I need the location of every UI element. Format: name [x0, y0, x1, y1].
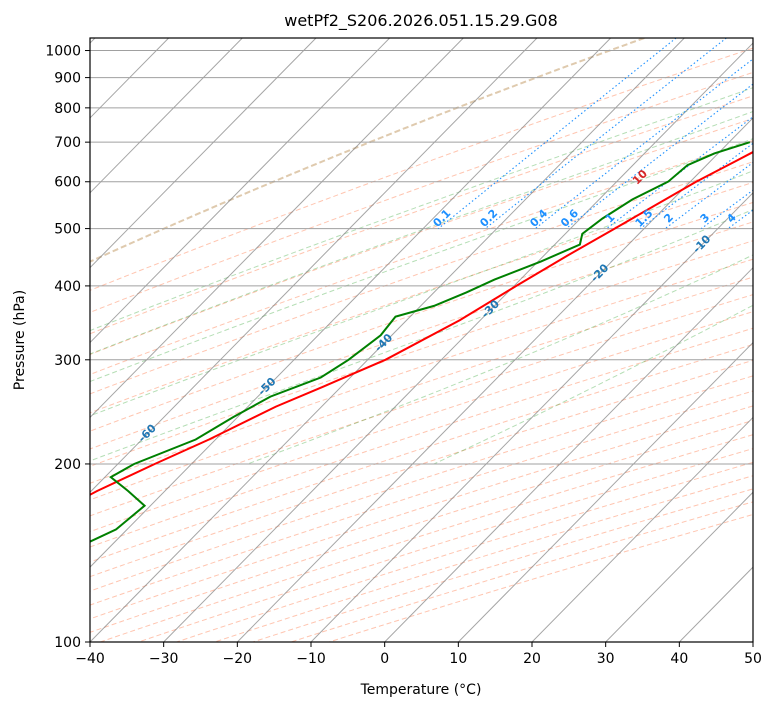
x-tick-label: −20 — [223, 651, 253, 667]
mixing-ratio-label: 2 — [661, 211, 676, 226]
mixing-ratio-label: 0.1 — [430, 207, 453, 230]
y-tick-label: 800 — [54, 101, 81, 117]
y-tick-label: 600 — [54, 175, 81, 191]
y-tick-label: 700 — [54, 135, 81, 151]
mixing-ratio-lines — [437, 38, 775, 230]
isotherm-line — [90, 38, 243, 194]
x-tick-label: 30 — [597, 651, 615, 667]
dry-adiabat-line — [138, 448, 753, 642]
x-tick-label: 40 — [670, 651, 688, 667]
isotherm-line — [531, 416, 753, 642]
mixing-ratio-line — [640, 142, 753, 230]
isotherm-label: -70 — [1, 483, 24, 507]
x-tick-label: 10 — [449, 651, 467, 667]
dry-adiabat-line — [290, 501, 753, 642]
y-tick-label: 300 — [54, 353, 81, 369]
x-tick-label: −30 — [149, 651, 179, 667]
x-axis-label: Temperature (°C) — [360, 682, 482, 698]
moist-adiabat-line — [90, 38, 645, 263]
moist-adiabat-line — [90, 110, 753, 355]
profile-series — [90, 141, 753, 543]
moist-adiabat-line — [247, 254, 753, 465]
isotherm-line — [90, 38, 464, 419]
dry-adiabat-line — [100, 434, 753, 642]
moist-adiabats — [90, 38, 753, 465]
dry-adiabat-line — [90, 47, 753, 291]
isotherm-line — [310, 192, 753, 642]
y-tick-label: 500 — [54, 222, 81, 238]
x-tick-label: −10 — [296, 651, 326, 667]
isotherm-line — [90, 38, 612, 568]
dry-adiabat-line — [90, 71, 753, 313]
moist-adiabat-line — [90, 138, 753, 383]
x-tick-label: −40 — [75, 651, 105, 667]
moist-adiabat-line — [90, 87, 753, 332]
dry-adiabat-line — [90, 327, 753, 548]
mixing-ratio-line — [437, 38, 677, 230]
dry-adiabat-line — [328, 513, 753, 642]
x-tick-label: 0 — [380, 651, 389, 667]
y-tick-label: 1000 — [45, 44, 81, 60]
plot-area: -100-90-80-70-60-50-40-30-20-1000.10.20.… — [1, 38, 775, 642]
isotherm-line — [90, 38, 538, 493]
mixing-ratio-line — [727, 209, 753, 230]
mixing-ratio-label: 1.5 — [633, 207, 656, 230]
mixing-ratio-label: 3 — [698, 211, 713, 226]
dry-adiabat-line — [90, 161, 753, 395]
dry-adiabat-line — [90, 258, 753, 484]
isotherm-line — [90, 38, 317, 269]
mixing-ratio-line — [565, 83, 753, 230]
dry-adiabat-line — [252, 488, 753, 642]
dry-adiabat-line — [90, 201, 753, 432]
mixing-ratio-label: 0.4 — [527, 207, 550, 230]
moist-adiabat-line — [90, 170, 753, 417]
isobars — [90, 50, 753, 642]
dry-adiabat-line — [90, 240, 753, 467]
moist-adiabat-line — [433, 304, 753, 465]
mixing-ratio-line — [767, 38, 775, 229]
dry-adiabat-line — [90, 117, 753, 355]
dry-adiabat-line — [176, 461, 753, 642]
mixing-ratio-label: 6 — [763, 211, 775, 226]
dry-adiabat-line — [90, 359, 753, 578]
isotherm-line — [384, 266, 753, 642]
isotherm-line — [457, 341, 753, 642]
mixing-ratio-line — [484, 38, 727, 230]
x-axis-ticks: −40 −30 −20 −10 0 10 20 30 40 50 — [75, 642, 762, 667]
dry-adiabat-label: 10 — [630, 167, 650, 187]
chart-title: wetPf2_S206.2026.051.15.29.G08 — [284, 11, 558, 31]
x-tick-label: 20 — [523, 651, 541, 667]
y-tick-label: 400 — [54, 279, 81, 295]
dry-adiabat-line — [90, 375, 753, 592]
mixing-ratio-label: 0.6 — [558, 207, 581, 230]
moist-adiabat-line — [90, 208, 753, 462]
isotherm-line — [678, 566, 753, 642]
isotherm-line — [236, 117, 753, 642]
isotherm-line — [90, 38, 685, 642]
mixing-ratio-label: 4 — [724, 211, 739, 226]
y-tick-label: 100 — [54, 635, 81, 651]
isotherm-line — [163, 42, 753, 642]
mixing-ratio-line — [664, 161, 753, 230]
isotherm-line — [752, 641, 753, 642]
mixing-ratio-line — [534, 58, 753, 230]
isotherms — [90, 38, 753, 642]
y-tick-label: 200 — [54, 457, 81, 473]
x-tick-label: 50 — [744, 651, 762, 667]
y-axis-ticks: 100 200 300 400 500 600 700 800 900 1000 — [45, 44, 90, 651]
isotherm-line — [605, 491, 753, 642]
temperature-line — [90, 150, 753, 496]
dry-adiabat-line — [214, 475, 753, 642]
y-axis-label: Pressure (hPa) — [12, 290, 28, 390]
dry-adiabat-line — [90, 95, 753, 335]
y-tick-label: 900 — [54, 71, 81, 87]
dry-adiabat-line — [90, 343, 753, 563]
plot-frame — [89, 37, 754, 643]
dewpoint-line — [90, 141, 751, 543]
isotherm-line — [90, 38, 391, 344]
